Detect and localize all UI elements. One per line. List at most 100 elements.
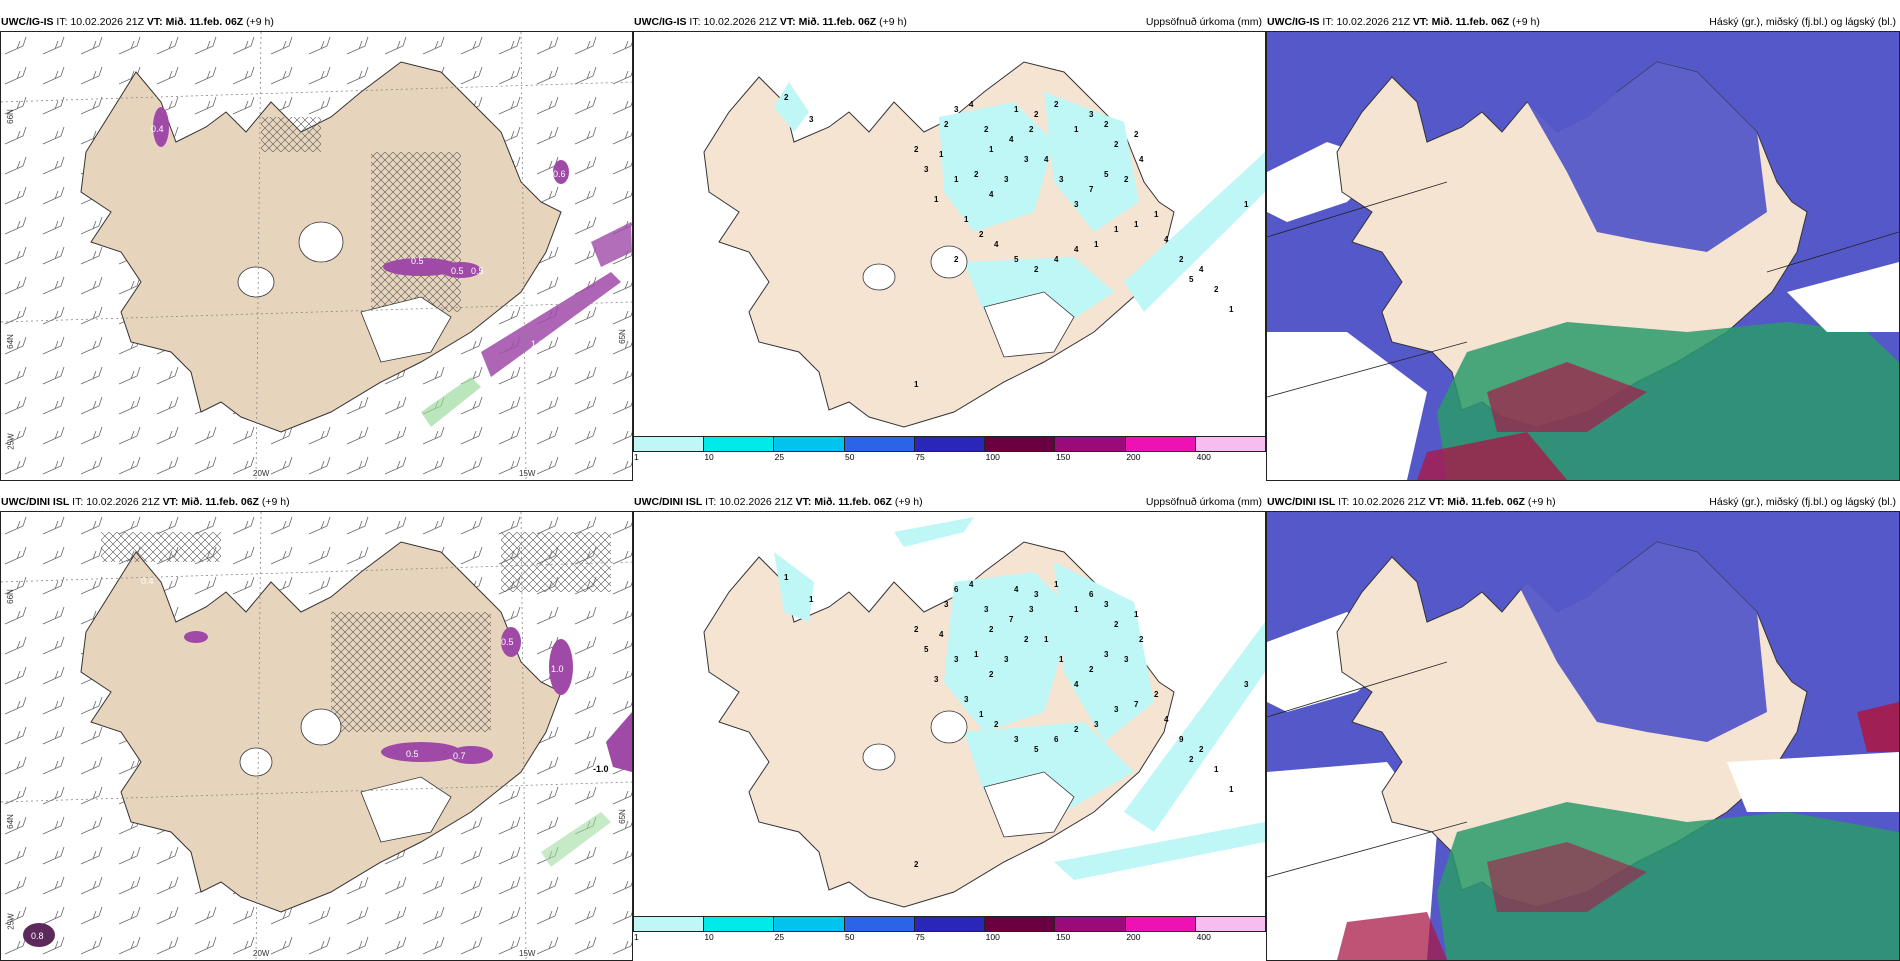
lat-label: 64N bbox=[5, 814, 15, 829]
glacier bbox=[983, 771, 1075, 838]
precip-value: 3 bbox=[934, 675, 939, 684]
low-cloud bbox=[1487, 362, 1647, 432]
panel-subtitle: Háský (gr.), miðský (fj.bl.) og lágský (… bbox=[1709, 16, 1896, 28]
precip-value: 4 bbox=[1009, 135, 1014, 144]
precip-value: 2 bbox=[1154, 690, 1159, 699]
precip-value: 1 bbox=[1044, 635, 1049, 644]
precip-value: 1 bbox=[934, 195, 939, 204]
precip-value: 1 bbox=[1114, 225, 1119, 234]
panel-title: UWC/IG-IS IT: 10.02.2026 21Z VT: Mið. 11… bbox=[634, 16, 907, 28]
clear-area bbox=[1787, 262, 1899, 332]
value-label: 0.5 bbox=[501, 637, 514, 647]
precip-value: 7 bbox=[1009, 615, 1014, 624]
purple-region bbox=[383, 258, 459, 276]
glacier bbox=[983, 291, 1075, 358]
colorbar-tick-label: 10 bbox=[704, 452, 714, 462]
precip-value: 1 bbox=[1074, 605, 1079, 614]
colorbar-tick-label: 100 bbox=[985, 932, 1000, 942]
wind-map[interactable]: 0.4 0.5 0.7 1.0 0.5 -1.0 0.8 66N 64N 25W… bbox=[0, 511, 633, 961]
colorbar-cells bbox=[633, 916, 1266, 932]
lon-label: 25W bbox=[6, 433, 16, 450]
lon-label: 15W bbox=[519, 949, 536, 958]
precip-value: 2 bbox=[994, 720, 999, 729]
glacier bbox=[930, 710, 968, 744]
colorbar-tick-label: 200 bbox=[1126, 452, 1141, 462]
lat-label: 66N bbox=[5, 589, 15, 604]
precip-value: 3 bbox=[964, 695, 969, 704]
precip-value: 4 bbox=[969, 580, 974, 589]
precip-value: 2 bbox=[1104, 120, 1109, 129]
colorbar-tick-label: 50 bbox=[845, 932, 855, 942]
colorbar-swatch bbox=[844, 437, 915, 451]
glacier bbox=[239, 747, 273, 777]
precip-value: 2 bbox=[979, 230, 984, 239]
lat-label: 64N bbox=[5, 334, 15, 349]
precip-map-canvas: 2323421412221322242573343342113121245244… bbox=[703, 61, 1265, 428]
precip-value: 3 bbox=[1124, 655, 1129, 664]
precip-value: 7 bbox=[1089, 185, 1094, 194]
precip-value: 3 bbox=[1244, 680, 1249, 689]
precip-value: 2 bbox=[1214, 285, 1219, 294]
precip-value: 6 bbox=[954, 585, 959, 594]
colorbar-labels: 1 10 25 50 75 100 150 200 400 bbox=[633, 452, 1266, 463]
precip-value: 2 bbox=[1024, 635, 1029, 644]
precip-colorbar: 1 10 25 50 75 100 150 200 400 bbox=[633, 916, 1266, 943]
glacier bbox=[300, 708, 342, 746]
precip-value: 1 bbox=[1059, 655, 1064, 664]
lon-label: 15W bbox=[519, 469, 536, 478]
colorbar-tick-label: 75 bbox=[915, 452, 925, 462]
precip-value: 4 bbox=[969, 100, 974, 109]
mid-cloud bbox=[1437, 322, 1899, 480]
precip-value: 1 bbox=[1229, 305, 1234, 314]
value-label: 0.7 bbox=[453, 751, 466, 761]
low-cloud bbox=[1487, 842, 1647, 912]
precip-value: 9 bbox=[1179, 735, 1184, 744]
high-cloud-over-land bbox=[1407, 62, 1467, 112]
precip-value: 3 bbox=[984, 605, 989, 614]
high-cloud-over-land bbox=[1517, 542, 1767, 742]
colorbar-swatch bbox=[1055, 437, 1126, 451]
precip-area bbox=[774, 82, 809, 132]
precip-value: 2 bbox=[1114, 620, 1119, 629]
precip-value: 1 bbox=[1014, 105, 1019, 114]
colorbar-tick-label: 150 bbox=[1056, 452, 1071, 462]
low-cloud bbox=[1417, 432, 1567, 480]
low-cloud bbox=[1857, 702, 1899, 752]
precip-value: 2 bbox=[1054, 100, 1059, 109]
panel-title: UWC/IG-IS IT: 10.02.2026 21Z VT: Mið. 11… bbox=[1, 16, 274, 28]
precip-value: 3 bbox=[1074, 200, 1079, 209]
precip-band bbox=[894, 517, 974, 547]
lon-label: 20W bbox=[253, 469, 270, 478]
precip-value: 1 bbox=[1094, 240, 1099, 249]
precip-value: 5 bbox=[1014, 255, 1019, 264]
precip-value: 2 bbox=[784, 93, 789, 102]
colorbar-tick-label: 25 bbox=[774, 932, 785, 942]
precip-value: 5 bbox=[1189, 275, 1194, 284]
precip-value: 4 bbox=[1164, 235, 1169, 244]
colorbar-swatch bbox=[634, 917, 705, 931]
precip-value: 4 bbox=[994, 240, 999, 249]
colorbar-tick-label: 400 bbox=[1196, 932, 1211, 942]
precip-value: 2 bbox=[954, 255, 959, 264]
cloud-map[interactable] bbox=[1266, 31, 1900, 481]
purple-region bbox=[153, 107, 169, 147]
precip-value: 1 bbox=[989, 145, 994, 154]
mid-cloud bbox=[1437, 802, 1899, 960]
cloud-panel-row1: UWC/IG-IS IT: 10.02.2026 21Z VT: Mið. 11… bbox=[1266, 13, 1900, 481]
precip-value: 3 bbox=[954, 655, 959, 664]
colorbar-swatch bbox=[634, 437, 705, 451]
colorbar-swatch bbox=[1195, 437, 1265, 451]
wind-map[interactable]: 0.5 0.5 0.4 1.0 0.6 0.5 66N 64N 25W 20W … bbox=[0, 31, 633, 481]
precip-value: 4 bbox=[1044, 155, 1049, 164]
precip-value: 2 bbox=[1029, 125, 1034, 134]
boundary-line bbox=[1267, 661, 1448, 718]
precip-value: 2 bbox=[914, 860, 919, 869]
precip-value: 2 bbox=[984, 125, 989, 134]
wind-map-canvas: 0.5 0.5 0.4 1.0 0.6 0.5 bbox=[1, 32, 632, 480]
cloud-map[interactable] bbox=[1266, 511, 1900, 961]
precip-value: 2 bbox=[1089, 665, 1094, 674]
precip-area bbox=[944, 572, 1074, 732]
lon-label: 20W bbox=[253, 949, 270, 958]
